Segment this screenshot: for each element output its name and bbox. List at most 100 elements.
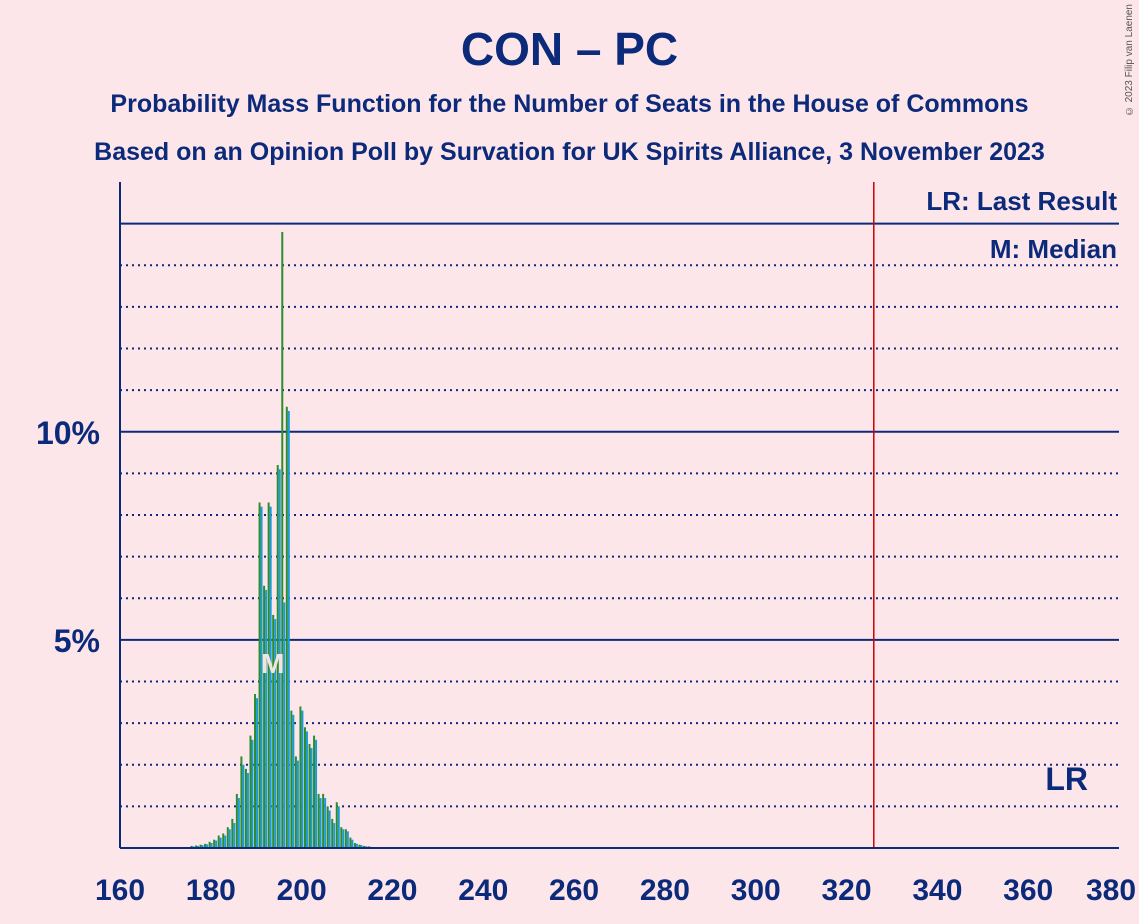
bar-blue	[292, 714, 295, 848]
bar-green	[244, 768, 247, 848]
bar-green	[317, 793, 320, 848]
bar-green	[299, 706, 302, 848]
bar-green	[231, 818, 234, 848]
bar-series	[190, 231, 372, 848]
bar-green	[272, 614, 275, 848]
bar-blue	[333, 823, 336, 848]
bar-blue	[196, 845, 199, 848]
bar-blue	[256, 698, 259, 848]
bar-blue	[310, 748, 313, 848]
bar-green	[276, 465, 279, 848]
chart-title: CON – PC	[460, 23, 679, 75]
bar-green	[303, 727, 306, 848]
bar-green	[240, 756, 243, 848]
bar-green	[281, 231, 284, 848]
bar-blue	[251, 739, 254, 848]
bar-green	[213, 839, 216, 848]
bar-blue	[305, 731, 308, 848]
bar-blue	[237, 798, 240, 848]
bar-green	[285, 406, 288, 848]
bar-blue	[215, 840, 218, 848]
x-tick-label: 240	[458, 874, 508, 907]
bar-green	[322, 793, 325, 848]
x-tick-label: 260	[549, 874, 599, 907]
bar-green	[353, 843, 356, 848]
x-tick-label: 320	[822, 874, 872, 907]
bar-green	[217, 835, 220, 848]
bar-green	[290, 710, 293, 848]
x-tick-label: 160	[95, 874, 145, 907]
bar-green	[208, 841, 211, 848]
x-tick-label: 200	[277, 874, 327, 907]
bar-blue	[337, 806, 340, 848]
bar-green	[331, 818, 334, 848]
bar-green	[344, 829, 347, 848]
bar-green	[222, 833, 225, 848]
bar-blue	[206, 844, 209, 848]
bar-blue	[265, 589, 268, 848]
y-tick-label: 10%	[36, 415, 100, 451]
x-tick-label: 340	[912, 874, 962, 907]
bar-blue	[260, 506, 263, 848]
bar-blue	[210, 843, 213, 848]
bar-blue	[319, 798, 322, 848]
bar-blue	[301, 710, 304, 848]
x-tick-label: 180	[186, 874, 236, 907]
legend-last-result: LR: Last Result	[926, 186, 1117, 216]
y-tick-label: 5%	[54, 623, 100, 659]
legend-median: M: Median	[990, 234, 1117, 264]
x-tick-label: 220	[367, 874, 417, 907]
legend: M LR LR: Last Result M: Median	[261, 186, 1117, 797]
bar-blue	[278, 469, 281, 848]
bar-green	[294, 756, 297, 848]
bar-green	[308, 743, 311, 848]
bar-blue	[246, 773, 249, 848]
bar-blue	[296, 760, 299, 848]
bar-blue	[269, 506, 272, 848]
bar-blue	[201, 845, 204, 848]
bar-green	[267, 502, 270, 848]
last-result-marker: LR	[1045, 761, 1088, 797]
median-marker: M	[261, 648, 284, 679]
x-tick-label: 360	[1003, 874, 1053, 907]
bar-blue	[351, 839, 354, 848]
bar-blue	[324, 798, 327, 848]
bar-green	[363, 845, 366, 848]
bar-blue	[342, 829, 345, 848]
axis-labels: 160 180 200 220 240 260 280 300 320 340 360 380 5% 10…	[36, 415, 1136, 907]
bar-green	[254, 693, 257, 848]
bar-green	[335, 802, 338, 848]
bar-blue	[224, 835, 227, 848]
chart-subtitle-source: Based on an Opinion Poll by Survation fo…	[94, 138, 1045, 166]
bar-green	[226, 827, 229, 848]
bar-blue	[219, 837, 222, 848]
bar-green	[194, 845, 197, 848]
bar-green	[249, 735, 252, 848]
bar-green	[326, 806, 329, 848]
bar-blue	[287, 410, 290, 848]
bar-green	[258, 502, 261, 848]
bar-green	[263, 585, 266, 848]
bar-green	[340, 827, 343, 848]
bar-green	[235, 793, 238, 848]
bar-blue	[242, 764, 245, 848]
x-tick-label: 280	[640, 874, 690, 907]
bar-blue	[328, 810, 331, 848]
bar-green	[358, 844, 361, 848]
x-tick-label: 380	[1086, 874, 1136, 907]
bar-blue	[346, 831, 349, 848]
bar-blue	[355, 843, 358, 848]
bar-blue	[360, 845, 363, 848]
bar-green	[204, 843, 207, 848]
bar-blue	[228, 829, 231, 848]
bar-blue	[274, 619, 277, 848]
bar-green	[313, 735, 316, 848]
axes	[119, 182, 1119, 849]
chart-subtitle-method: Probability Mass Function for the Number…	[110, 90, 1029, 118]
bar-blue	[283, 602, 286, 848]
bar-green	[349, 837, 352, 848]
bar-blue	[233, 823, 236, 848]
bar-blue	[315, 739, 318, 848]
x-tick-label: 300	[731, 874, 781, 907]
